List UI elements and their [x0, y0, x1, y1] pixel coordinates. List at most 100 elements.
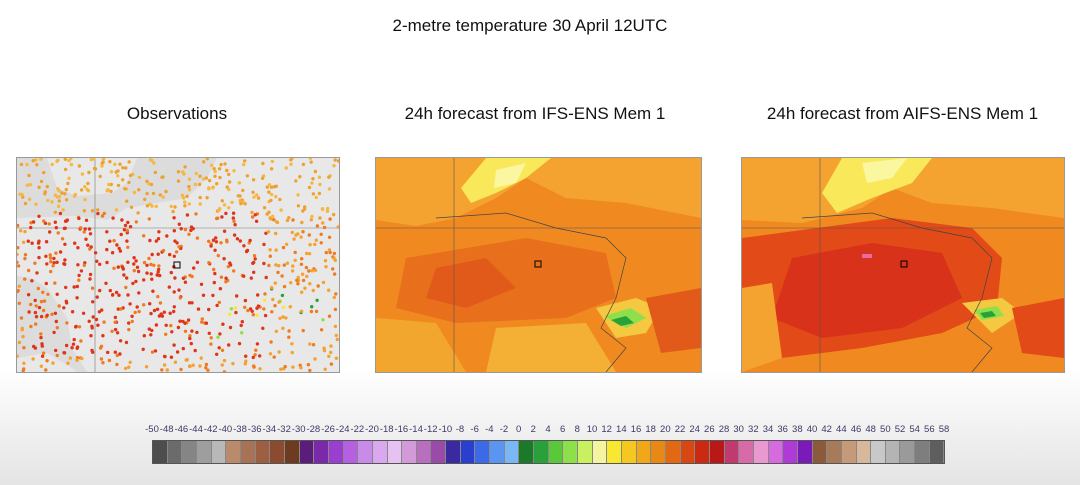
station-observation-dot	[144, 365, 149, 369]
station-observation-dot	[98, 288, 102, 293]
station-observation-dot	[37, 246, 41, 250]
colorbar-tick-label: 48	[865, 424, 876, 435]
station-observation-dot	[278, 197, 282, 202]
station-observation-dot	[82, 230, 86, 234]
station-observation-dot	[256, 293, 260, 297]
station-observation-dot	[158, 193, 162, 197]
station-observation-dot	[215, 352, 219, 356]
station-observation-dot	[37, 239, 41, 243]
station-observation-dot	[93, 251, 98, 255]
station-observation-dot	[172, 309, 176, 314]
station-observation-dot	[218, 175, 222, 180]
station-observation-dot	[150, 252, 154, 257]
station-observation-dot	[34, 322, 38, 326]
station-observation-dot	[329, 350, 333, 355]
station-observation-dot	[23, 201, 28, 206]
station-observation-dot	[168, 311, 172, 315]
observations-map	[16, 157, 340, 373]
station-observation-dot	[165, 368, 169, 372]
station-observation-dot	[34, 202, 38, 206]
station-observation-dot	[306, 363, 311, 367]
station-observation-dot	[285, 218, 290, 223]
colorbar-swatch	[915, 441, 930, 463]
station-observation-dot	[328, 250, 332, 255]
station-observation-dot	[177, 222, 181, 226]
station-observation-dot	[77, 164, 82, 168]
station-observation-dot	[327, 354, 331, 358]
station-observation-dot	[44, 281, 48, 286]
station-observation-dot	[268, 248, 272, 252]
station-observation-dot	[274, 329, 278, 333]
station-observation-dot	[223, 162, 227, 166]
station-observation-dot	[183, 227, 188, 232]
station-observation-dot	[284, 166, 288, 170]
station-observation-dot	[211, 238, 216, 242]
station-observation-dot	[117, 293, 121, 297]
station-observation-dot	[334, 292, 338, 296]
station-observation-dot	[124, 285, 128, 290]
colorbar-swatch	[167, 441, 183, 463]
station-observation-dot	[249, 276, 253, 280]
station-observation-dot	[124, 166, 128, 170]
station-observation-dot	[110, 329, 114, 333]
colorbar-tick-label: -50	[145, 424, 159, 435]
station-observation-dot	[52, 256, 56, 261]
station-observation-dot	[42, 219, 46, 223]
colorbar-tick-label: -2	[499, 424, 509, 435]
station-observation-dot	[307, 252, 312, 256]
station-observation-dot	[290, 350, 294, 355]
station-observation-dot	[122, 228, 127, 232]
station-observation-dot	[17, 301, 21, 305]
station-observation-dot	[333, 307, 338, 312]
station-observation-dot	[187, 202, 191, 206]
station-observation-dot	[250, 210, 254, 215]
station-observation-dot	[222, 257, 226, 261]
station-observation-dot	[132, 268, 136, 273]
colorbar-swatch	[900, 441, 916, 463]
station-observation-dot	[116, 183, 121, 188]
station-observation-dot	[291, 264, 295, 268]
station-observation-dot	[64, 187, 68, 192]
station-observation-dot	[34, 315, 39, 319]
station-observation-dot	[54, 319, 58, 324]
station-observation-dot	[76, 263, 80, 267]
station-observation-dot	[39, 299, 44, 304]
station-observation-dot	[220, 348, 225, 352]
station-observation-dot	[244, 359, 248, 363]
station-observation-dot	[56, 187, 60, 191]
station-observation-dot	[72, 194, 77, 198]
station-observation-dot	[327, 175, 331, 179]
station-observation-dot	[327, 288, 331, 292]
station-observation-dot	[127, 321, 131, 325]
station-observation-dot	[237, 341, 242, 346]
station-observation-dot	[124, 340, 129, 345]
station-observation-dot	[308, 282, 312, 286]
station-observation-dot	[17, 264, 21, 268]
station-observation-dot	[21, 240, 26, 244]
station-observation-dot	[142, 234, 146, 238]
station-observation-dot	[182, 172, 186, 176]
station-observation-dot	[207, 307, 211, 312]
colorbar-swatch	[402, 441, 417, 463]
station-observation-dot	[226, 264, 231, 269]
station-observation-dot	[162, 363, 167, 367]
station-observation-dot	[313, 169, 318, 174]
station-observation-dot	[135, 265, 140, 269]
station-observation-dot	[142, 278, 146, 282]
station-observation-dot	[86, 181, 90, 186]
station-observation-dot	[169, 204, 173, 209]
station-observation-dot	[44, 254, 48, 258]
station-observation-dot	[207, 186, 211, 190]
station-observation-dot	[45, 184, 49, 189]
station-observation-dot	[63, 167, 68, 172]
station-observation-dot	[322, 225, 327, 230]
station-observation-dot	[123, 223, 128, 228]
station-observation-dot	[104, 281, 108, 285]
observations-panel-title: Observations	[126, 104, 228, 123]
station-observation-dot	[293, 250, 297, 255]
station-observation-dot	[336, 159, 339, 163]
station-observation-dot	[121, 267, 126, 271]
station-observation-dot	[321, 318, 325, 322]
station-observation-dot	[62, 306, 66, 310]
station-observation-dot	[86, 243, 90, 247]
